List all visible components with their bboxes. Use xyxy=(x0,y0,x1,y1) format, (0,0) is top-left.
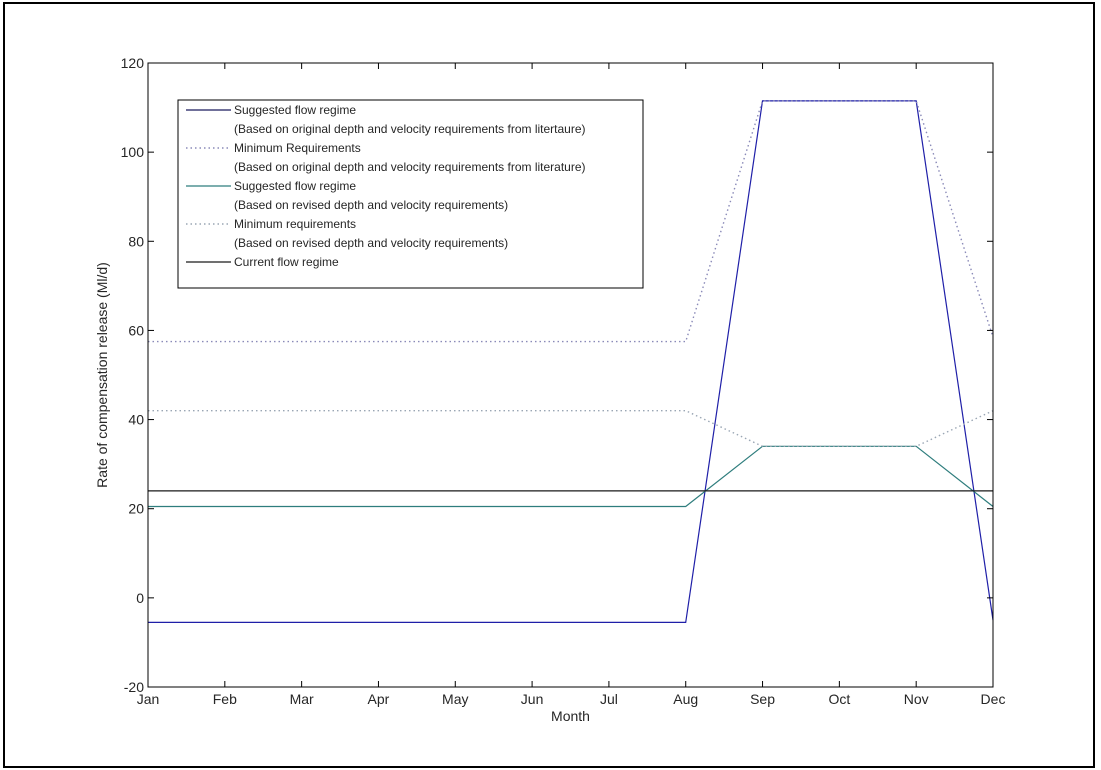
y-tick-label: 40 xyxy=(128,412,144,428)
legend-entry-label: Minimum requirements xyxy=(234,217,356,231)
y-tick-label: 100 xyxy=(121,144,145,160)
legend: Suggested flow regime (Based on original … xyxy=(177,99,644,289)
x-tick-label: Nov xyxy=(904,691,929,707)
series-line-2 xyxy=(148,100,994,343)
x-tick-label: Aug xyxy=(673,691,698,707)
x-tick-label: Dec xyxy=(981,691,1006,707)
x-tick-label: Sep xyxy=(750,691,775,707)
legend-entry-label: Current flow regime xyxy=(234,255,339,269)
series-line-1 xyxy=(148,100,994,624)
y-tick-label: 20 xyxy=(128,501,144,517)
x-tick-label: Jan xyxy=(137,691,160,707)
tick-layer: Jan Feb Mar Apr May Jun Jul Aug Sep Oct Nov Dec -20 0… xyxy=(121,55,1006,707)
x-tick-label: May xyxy=(442,691,468,707)
series-line-4 xyxy=(148,410,994,447)
legend-entry-detail: (Based on revised depth and velocity req… xyxy=(234,198,508,212)
legend-entry-label: Suggested flow regime xyxy=(234,179,356,193)
figure-frame xyxy=(3,2,1095,768)
legend-entry-detail: (Based on original depth and velocity re… xyxy=(234,160,586,174)
legend-box xyxy=(177,99,644,289)
y-tick-label: 120 xyxy=(121,55,145,71)
legend-entry-detail: (Based on revised depth and velocity req… xyxy=(234,236,508,250)
x-tick-label: Oct xyxy=(828,691,850,707)
y-tick-label: 60 xyxy=(128,322,144,338)
legend-entry-label: Minimum Requirements xyxy=(234,141,361,155)
x-tick-label: Jul xyxy=(600,691,618,707)
x-tick-label: Jun xyxy=(521,691,544,707)
x-tick-label: Apr xyxy=(368,691,390,707)
y-tick-label: -20 xyxy=(124,679,144,695)
plot-area-box xyxy=(147,62,994,688)
legend-entry-label: Suggested flow regime xyxy=(234,103,356,117)
series-line-3 xyxy=(148,445,994,508)
x-tick-label: Mar xyxy=(290,691,314,707)
x-tick-label: Feb xyxy=(213,691,237,707)
legend-entry-detail: (Based on original depth and velocity re… xyxy=(234,122,586,136)
y-axis-label: Rate of compensation release (Ml/d) xyxy=(94,262,110,488)
y-tick-label: 80 xyxy=(128,233,144,249)
y-tick-label: 0 xyxy=(136,590,144,606)
series-layer xyxy=(148,100,994,624)
x-axis-label: Month xyxy=(551,708,590,724)
